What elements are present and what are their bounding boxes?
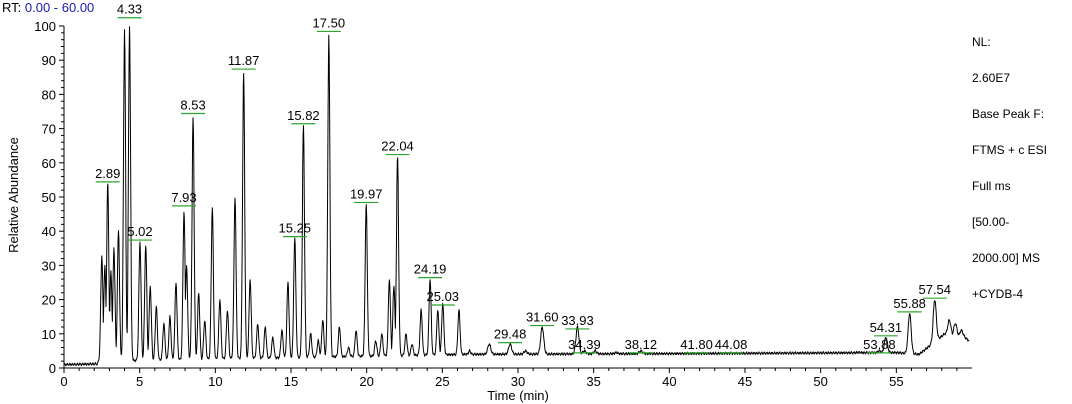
x-axis-title: Time (min)	[487, 388, 549, 403]
peak-label: 54.31	[870, 320, 903, 335]
info-line: FTMS + c ESI	[972, 143, 1048, 157]
peak-label: 22.04	[381, 139, 414, 154]
x-tick-label: 20	[359, 374, 373, 389]
x-tick-label: 0	[60, 374, 67, 389]
peak-label: 5.02	[127, 224, 152, 239]
y-tick-label: 40	[42, 224, 56, 239]
y-tick-label: 50	[42, 190, 56, 205]
peak-label: 25.03	[427, 289, 460, 304]
peak-label: 17.50	[313, 15, 346, 30]
y-tick-label: 0	[49, 361, 56, 376]
y-tick-label: 100	[34, 19, 56, 34]
peak-label: 15.25	[279, 221, 312, 236]
chromatogram-trace	[63, 26, 970, 367]
peak-label: 19.97	[350, 186, 383, 201]
peak-label: 8.53	[180, 98, 205, 113]
peak-label: 11.87	[228, 53, 260, 68]
peak-label: 57.54	[918, 282, 951, 297]
peak-label: 34.39	[568, 337, 601, 352]
x-tick-label: 30	[511, 374, 525, 389]
peak-label: 4.33	[117, 2, 142, 17]
y-tick-label: 90	[42, 53, 56, 68]
info-line: 2.60E7	[972, 71, 1011, 85]
peak-label: 31.60	[526, 310, 559, 325]
peak-label: 38.12	[625, 337, 658, 352]
peak-label: 44.08	[715, 337, 748, 352]
x-tick-label: 10	[208, 374, 222, 389]
peak-label: 24.19	[414, 262, 447, 277]
peak-label: 2.89	[95, 166, 120, 181]
x-tick-label: 40	[662, 374, 676, 389]
x-tick-label: 25	[435, 374, 449, 389]
y-axis-title: Relative Abundance	[6, 137, 21, 253]
peak-label: 55.88	[893, 296, 926, 311]
x-tick-label: 15	[284, 374, 298, 389]
y-tick-label: 20	[42, 293, 56, 308]
peak-label: 53.88	[863, 337, 896, 352]
info-line: +CYDB-4	[972, 287, 1024, 301]
peak-label: 7.93	[171, 190, 196, 205]
x-tick-label: 50	[813, 374, 827, 389]
y-tick-label: 10	[42, 327, 56, 342]
info-line: Full ms	[972, 179, 1011, 193]
info-line: NL:	[972, 35, 991, 49]
peak-label: 41.80	[680, 337, 713, 352]
rt-range-header: RT: 0.00 - 60.00	[2, 0, 94, 15]
rt-prefix: RT:	[2, 0, 22, 15]
y-tick-label: 80	[42, 87, 56, 102]
x-tick-label: 35	[586, 374, 600, 389]
y-tick-label: 70	[42, 122, 56, 137]
peak-label: 15.82	[287, 108, 320, 123]
info-line: [50.00-	[972, 215, 1010, 229]
peak-label: 33.93	[561, 313, 594, 328]
x-tick-label: 5	[136, 374, 143, 389]
info-line: Base Peak F:	[972, 107, 1045, 121]
x-tick-label: 45	[738, 374, 752, 389]
y-tick-label: 30	[42, 258, 56, 273]
y-tick-label: 60	[42, 156, 56, 171]
info-line: 2000.00] MS	[972, 251, 1041, 265]
rt-range-value: 0.00 - 60.00	[24, 0, 95, 15]
peak-label: 29.48	[494, 327, 527, 342]
scan-info-panel: NL: 2.60E7 Base Peak F: FTMS + c ESI Ful…	[972, 12, 1047, 312]
x-tick-label: 55	[889, 374, 903, 389]
